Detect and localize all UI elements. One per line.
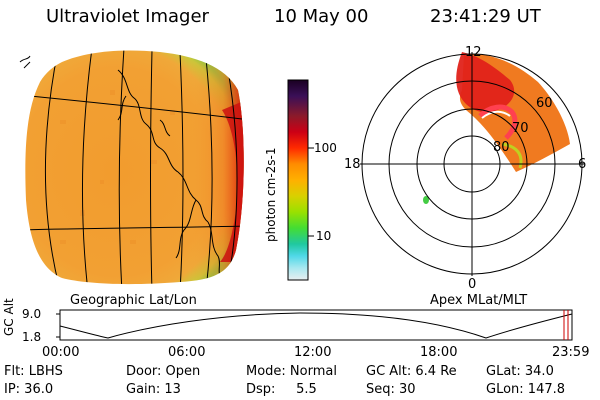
mlt-label-18: 18 [344, 157, 361, 172]
observation-date: 10 May 00 [274, 6, 369, 27]
mlt-label-6: 6 [578, 157, 587, 172]
status-seq: Seq: 30 [366, 382, 416, 397]
left-panel-caption: Geographic Lat/Lon [70, 293, 197, 308]
mlt-label-0: 0 [468, 277, 477, 292]
time-tick-1200: 12:00 [294, 345, 332, 360]
observation-time: 23:41:29 UT [430, 6, 541, 27]
status-glat: GLat: 34.0 [486, 364, 554, 379]
status-mode: Mode: Normal [246, 364, 337, 379]
colorbar-tick-100: 100 [314, 141, 337, 155]
altitude-curve [59, 312, 573, 339]
instrument-title: Ultraviolet Imager [46, 6, 209, 27]
time-tick-0000: 00:00 [42, 345, 80, 360]
status-filter: Flt: LBHS [4, 364, 63, 379]
status-dsp: Dsp: 5.5 [246, 382, 317, 397]
right-panel-caption: Apex MLat/MLT [430, 293, 528, 308]
polar-plot [360, 52, 584, 276]
time-tick-1800: 18:00 [420, 345, 458, 360]
mlat-label-80: 80 [493, 140, 510, 155]
status-door: Door: Open [126, 364, 201, 379]
mlt-label-12: 12 [465, 45, 482, 60]
altitude-plot [56, 309, 573, 341]
mlat-label-70: 70 [512, 121, 529, 136]
status-ip: IP: 36.0 [4, 382, 54, 397]
altitude-ytick-min: 1.8 [22, 330, 42, 344]
globe-disk [25, 50, 244, 285]
colorbar-unit-label: photon cm-2s-1 [264, 147, 278, 243]
status-gc-alt: GC Alt: 6.4 Re [366, 364, 457, 379]
altitude-ytick-max: 9.0 [22, 307, 42, 321]
status-glon: GLon: 147.8 [486, 382, 566, 397]
colorbar-tick-10: 10 [316, 229, 332, 243]
altitude-ylabel: GC Alt [2, 298, 16, 336]
colorbar [287, 79, 314, 281]
status-gain: Gain: 13 [126, 382, 181, 397]
mlat-label-60: 60 [536, 96, 553, 111]
time-tick-0600: 06:00 [168, 345, 206, 360]
time-tick-2359: 23:59 [552, 345, 590, 360]
